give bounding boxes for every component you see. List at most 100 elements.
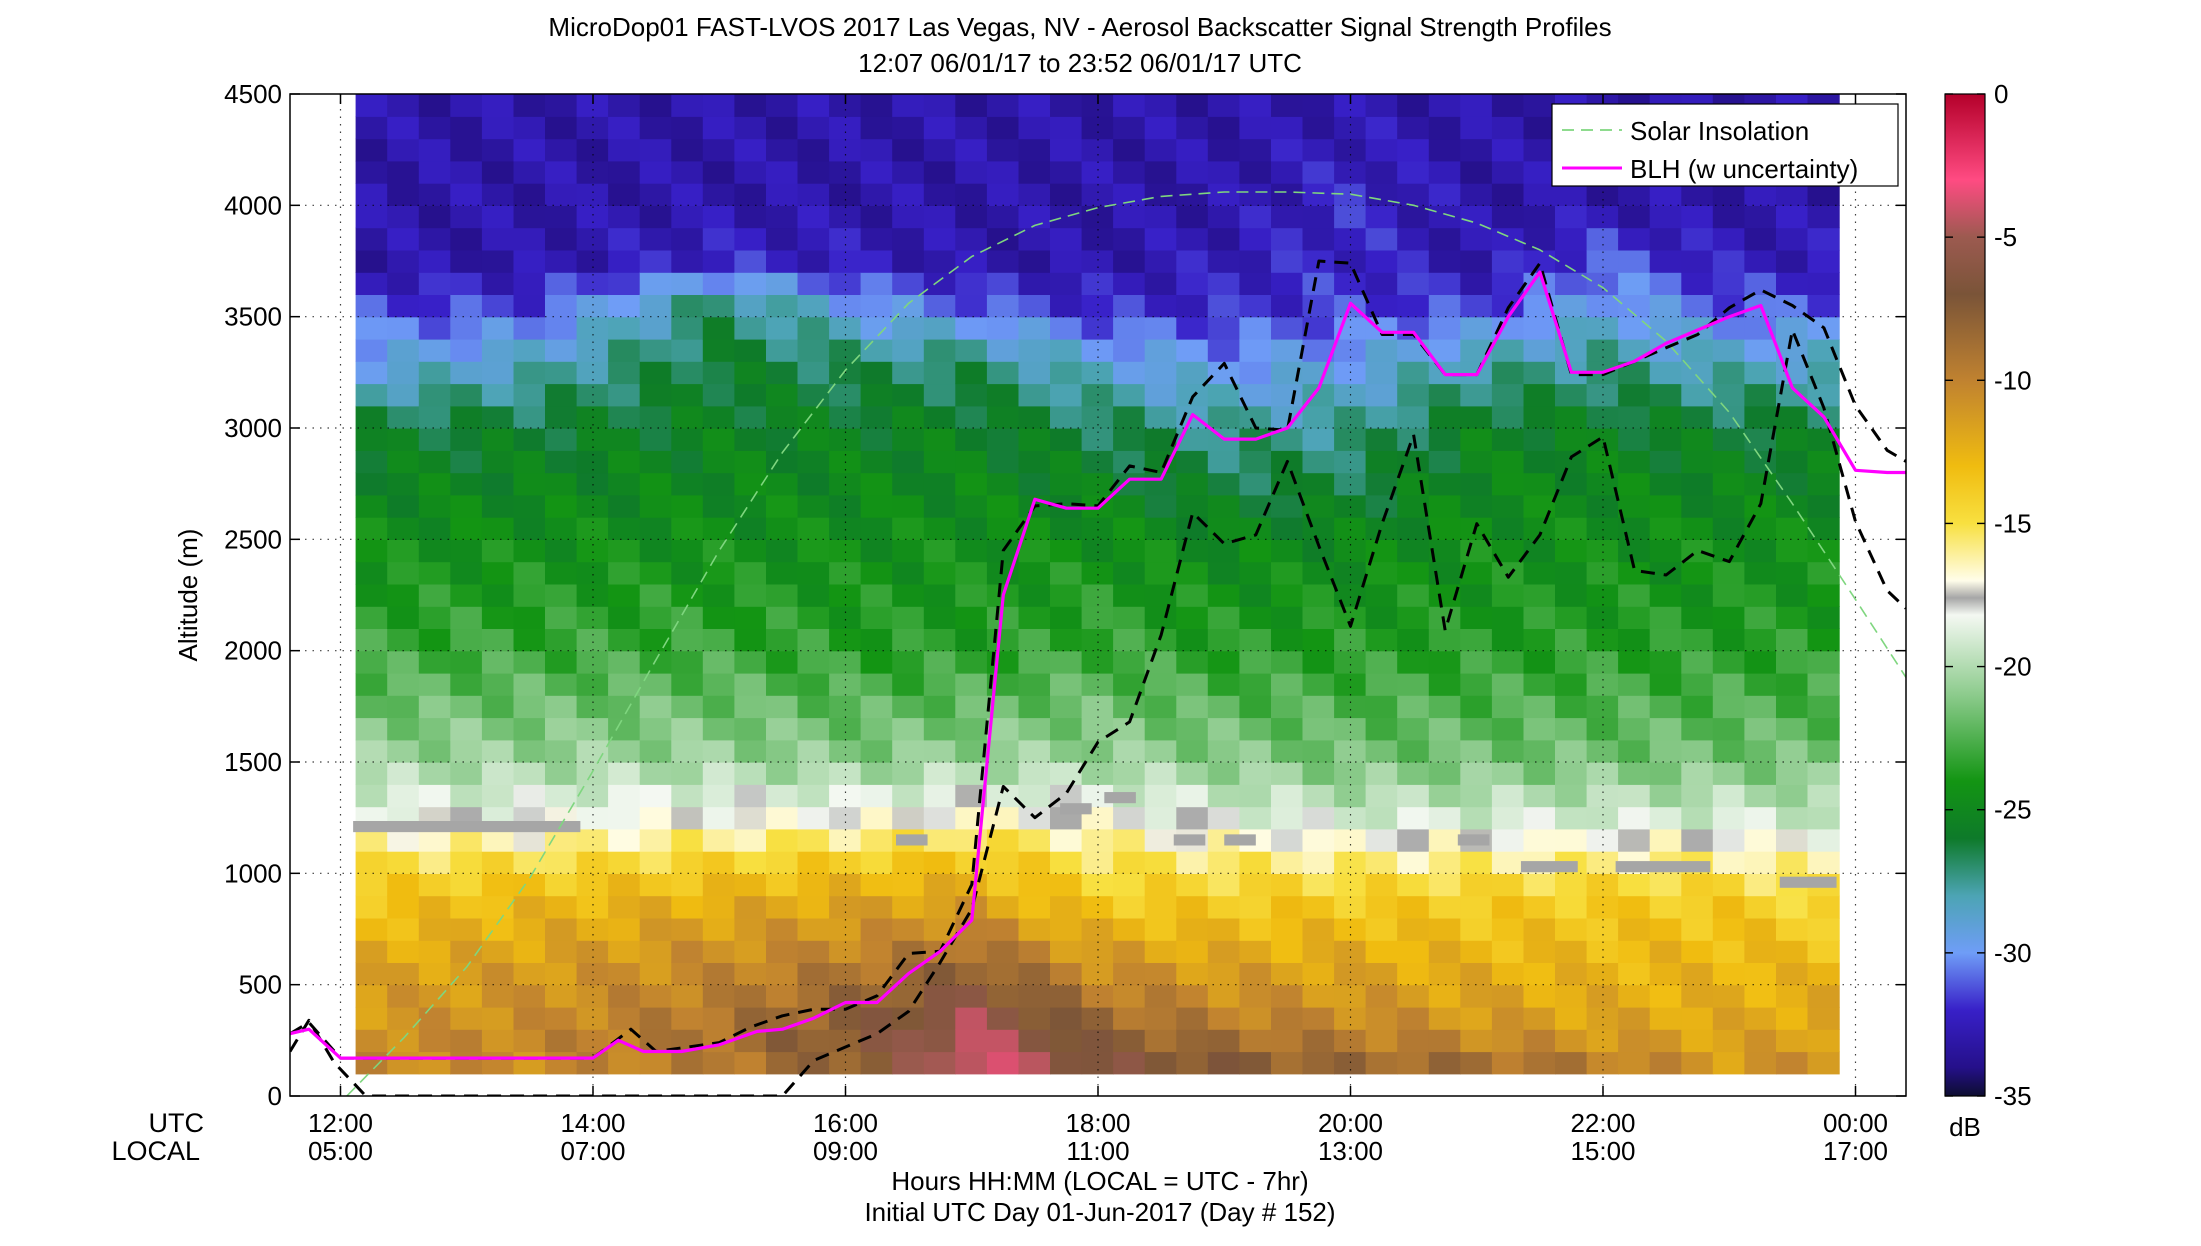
- heatmap-cell: [1271, 984, 1304, 1008]
- heatmap-cell: [1555, 739, 1588, 763]
- heatmap-cell: [766, 227, 799, 251]
- heatmap-cell: [1271, 1051, 1304, 1075]
- heatmap-cell: [1428, 895, 1461, 919]
- heatmap-cell: [1618, 383, 1651, 407]
- heatmap-cell: [1744, 917, 1777, 941]
- heatmap-cell: [1555, 695, 1588, 719]
- heatmap-cell: [1207, 962, 1240, 986]
- heatmap-cell: [545, 895, 578, 919]
- heatmap-cell: [418, 183, 451, 206]
- heatmap-cell: [986, 361, 1020, 385]
- heatmap-cell: [545, 695, 578, 719]
- heatmap-cell: [702, 272, 735, 295]
- heatmap-cell: [1081, 984, 1114, 1008]
- heatmap-cell: [1018, 762, 1051, 785]
- heatmap-cell: [1712, 561, 1745, 585]
- heatmap-cell: [355, 138, 388, 162]
- heatmap-cell: [892, 561, 925, 585]
- heatmap-cell: [1302, 873, 1335, 897]
- heatmap-cell: [1176, 583, 1209, 607]
- heatmap-cell: [829, 851, 862, 874]
- heatmap-cell: [1050, 1051, 1083, 1075]
- heatmap-cell: [1302, 1029, 1335, 1053]
- heatmap-cell: [1681, 695, 1714, 719]
- heatmap-cell: [1050, 940, 1083, 963]
- heatmap-cell: [1744, 405, 1777, 429]
- heatmap-cell: [1776, 695, 1809, 719]
- heatmap-cell: [355, 628, 388, 652]
- heatmap-cell: [1365, 539, 1398, 563]
- heatmap-cell: [1365, 806, 1398, 830]
- heatmap-cell: [545, 249, 578, 273]
- heatmap-cell: [1397, 1051, 1430, 1075]
- heatmap-cell: [892, 606, 925, 629]
- heatmap-cell: [1081, 94, 1114, 117]
- heatmap-cell: [1271, 917, 1304, 941]
- heatmap-cell: [1744, 517, 1777, 540]
- heatmap-cell: [1744, 895, 1777, 919]
- legend: Solar Insolation BLH (w uncertainty): [1551, 103, 1899, 187]
- heatmap-cell: [1460, 1029, 1493, 1053]
- heatmap-cell: [450, 383, 483, 407]
- heatmap-cell: [1776, 383, 1809, 407]
- heatmap-cell: [1365, 1051, 1398, 1075]
- heatmap-cell: [387, 717, 420, 741]
- heatmap-cell: [1460, 561, 1493, 585]
- heatmap-cell: [1428, 851, 1461, 874]
- heatmap-cell: [1397, 472, 1430, 496]
- heatmap-cell: [1618, 717, 1651, 741]
- heatmap-cell: [513, 205, 546, 229]
- heatmap-cell: [481, 405, 515, 429]
- heatmap-cell: [1144, 494, 1177, 518]
- heatmap-cell: [513, 828, 546, 852]
- heatmap-cell: [892, 494, 925, 518]
- heatmap-cell: [702, 940, 735, 963]
- heatmap-cell: [1491, 94, 1525, 117]
- heatmap-cell: [1365, 784, 1398, 808]
- heatmap-cell: [1712, 383, 1745, 407]
- heatmap-cell: [639, 294, 672, 318]
- heatmap-cell: [387, 94, 420, 117]
- heatmap-cell: [1239, 227, 1272, 251]
- heatmap-cell: [1807, 984, 1840, 1008]
- heatmap-cell: [1176, 717, 1209, 741]
- heatmap-cell: [576, 183, 609, 206]
- heatmap-cell: [1397, 116, 1430, 140]
- heatmap-cell: [766, 472, 799, 496]
- heatmap-cell: [1491, 160, 1525, 184]
- missing-value-band: [1104, 792, 1136, 804]
- heatmap-cell: [1239, 784, 1272, 808]
- heatmap-cell: [639, 606, 672, 629]
- heatmap-cell: [892, 672, 925, 696]
- heatmap-cell: [481, 606, 515, 629]
- heatmap-cell: [355, 717, 388, 741]
- heatmap-cell: [355, 672, 388, 696]
- heatmap-cell: [734, 361, 767, 385]
- heatmap-cell: [1334, 517, 1367, 540]
- heatmap-cell: [797, 940, 830, 963]
- heatmap-cell: [1523, 583, 1556, 607]
- heatmap-cell: [576, 1006, 609, 1030]
- heatmap-cell: [1113, 583, 1146, 607]
- heatmap-cell: [1460, 851, 1493, 874]
- heatmap-cell: [1113, 160, 1146, 184]
- heatmap-cell: [892, 383, 925, 407]
- heatmap-cell: [1807, 205, 1840, 229]
- blh-line: [290, 270, 1906, 1060]
- heatmap-cell: [1523, 762, 1556, 785]
- heatmap-cell: [1523, 450, 1556, 474]
- heatmap-cell: [1744, 450, 1777, 474]
- heatmap-cell: [955, 160, 988, 184]
- heatmap-cell: [829, 539, 862, 563]
- heatmap-cell: [1113, 650, 1146, 674]
- heatmap-cell: [955, 1006, 988, 1030]
- heatmap-cell: [955, 695, 988, 719]
- heatmap-cell: [797, 517, 830, 540]
- heatmap-cell: [1776, 1051, 1809, 1075]
- heatmap-cell: [608, 94, 641, 117]
- heatmap-cell: [892, 116, 925, 140]
- heatmap-cell: [955, 628, 988, 652]
- heatmap-cell: [639, 205, 672, 229]
- heatmap-cell: [1207, 650, 1240, 674]
- heatmap-cell: [860, 316, 893, 340]
